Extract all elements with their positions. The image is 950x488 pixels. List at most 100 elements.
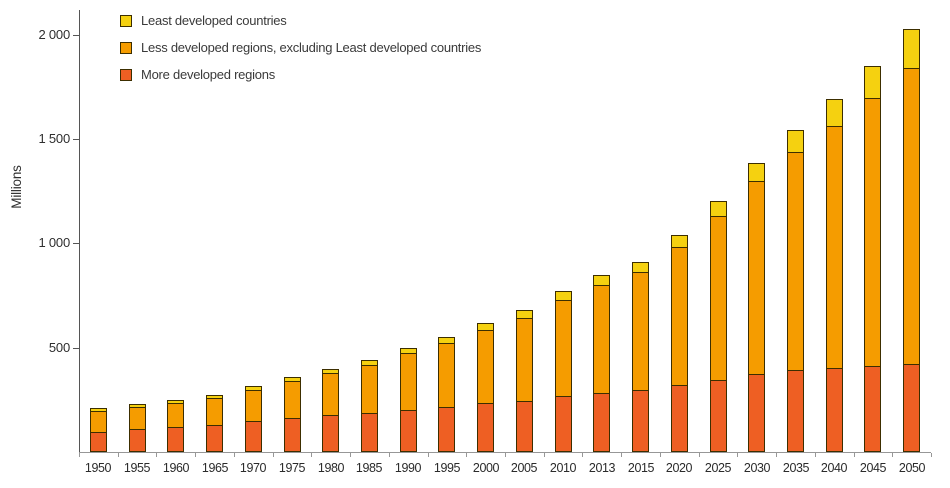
bar-segment-least-developed-countries-2015 [633,263,648,272]
x-tick-label-2030: 2030 [743,461,771,475]
x-tick-label-1955: 1955 [123,461,151,475]
bar-segment-least-developed-countries-2020 [672,236,687,247]
bar-segment-least-developed-countries-1990 [401,349,416,353]
bar-segment-less-developed-regions-excluding-least-developed-countries-1995 [439,343,454,407]
bar-segment-least-developed-countries-2040 [827,100,842,126]
bar-segment-less-developed-regions-excluding-least-developed-countries-2020 [672,247,687,385]
bar-segment-more-developed-regions-1975 [285,418,300,451]
x-tick [544,453,545,457]
bar-1965 [206,395,223,452]
x-tick-label-2035: 2035 [782,461,810,475]
bar-segment-more-developed-regions-1985 [362,413,377,451]
bar-segment-less-developed-regions-excluding-least-developed-countries-2015 [633,272,648,390]
bar-segment-more-developed-regions-2020 [672,385,687,451]
bar-segment-less-developed-regions-excluding-least-developed-countries-1955 [130,407,145,429]
y-tick [73,348,79,349]
bar-1960 [167,400,184,452]
x-tick-label-2015: 2015 [627,461,655,475]
bar-segment-more-developed-regions-1970 [246,421,261,451]
x-tick-label-1995: 1995 [433,461,461,475]
y-tick-label: 500 [48,340,70,355]
x-tick-label-2005: 2005 [510,461,538,475]
bar-2050 [903,29,920,452]
y-tick [73,35,79,36]
bar-segment-least-developed-countries-2005 [517,311,532,318]
bar-2025 [710,201,727,452]
bar-segment-least-developed-countries-1960 [168,401,183,403]
bar-1950 [90,408,107,452]
bar-segment-less-developed-regions-excluding-least-developed-countries-1965 [207,398,222,425]
legend-swatch-icon [120,14,132,27]
x-tick-label-1950: 1950 [84,461,112,475]
bar-segment-less-developed-regions-excluding-least-developed-countries-2013 [594,285,609,393]
bar-segment-less-developed-regions-excluding-least-developed-countries-2025 [711,216,726,380]
bar-segment-least-developed-countries-1955 [130,405,145,407]
bar-segment-least-developed-countries-1980 [323,370,338,373]
x-tick [621,453,622,457]
bar-1980 [322,369,339,452]
x-tick [389,453,390,457]
bar-segment-less-developed-regions-excluding-least-developed-countries-1950 [91,411,106,432]
bar-2010 [555,291,572,452]
bar-1990 [400,348,417,452]
bar-segment-least-developed-countries-1975 [285,378,300,381]
bar-segment-more-developed-regions-1980 [323,415,338,451]
x-tick-label-2000: 2000 [472,461,500,475]
x-tick-label-2020: 2020 [665,461,693,475]
bar-segment-less-developed-regions-excluding-least-developed-countries-1980 [323,373,338,415]
bar-segment-less-developed-regions-excluding-least-developed-countries-2045 [865,98,880,366]
x-tick [350,453,351,457]
x-tick [699,453,700,457]
bar-1975 [284,377,301,452]
bar-1970 [245,386,262,452]
bar-2030 [748,163,765,452]
bar-segment-more-developed-regions-2030 [749,374,764,451]
bar-segment-more-developed-regions-2005 [517,401,532,451]
bar-segment-less-developed-regions-excluding-least-developed-countries-1990 [401,353,416,410]
x-tick [234,453,235,457]
legend-swatch-icon [120,41,132,54]
x-tick-label-1980: 1980 [317,461,345,475]
bar-segment-less-developed-regions-excluding-least-developed-countries-2035 [788,152,803,370]
bar-segment-least-developed-countries-2035 [788,131,803,152]
bar-segment-more-developed-regions-1990 [401,410,416,451]
bar-2000 [477,323,494,452]
bar-2013 [593,275,610,452]
bar-segment-least-developed-countries-1965 [207,396,222,398]
x-tick [582,453,583,457]
x-tick [854,453,855,457]
bar-2035 [787,130,804,452]
bar-1955 [129,404,146,452]
bar-segment-less-developed-regions-excluding-least-developed-countries-2000 [478,330,493,403]
bar-segment-least-developed-countries-2010 [556,292,571,300]
x-tick-label-2025: 2025 [704,461,732,475]
bar-segment-less-developed-regions-excluding-least-developed-countries-2005 [517,318,532,401]
bar-segment-least-developed-countries-2030 [749,164,764,181]
bar-segment-less-developed-regions-excluding-least-developed-countries-1985 [362,365,377,413]
x-tick [156,453,157,457]
bar-segment-least-developed-countries-2025 [711,202,726,216]
bar-segment-less-developed-regions-excluding-least-developed-countries-2050 [904,68,919,364]
bar-segment-more-developed-regions-1955 [130,429,145,451]
y-tick-label: 1 500 [38,131,70,146]
y-tick-label: 2 000 [38,27,70,42]
x-tick [118,453,119,457]
legend-label: Least developed countries [141,13,287,28]
x-tick [505,453,506,457]
x-tick [815,453,816,457]
x-tick-label-2045: 2045 [859,461,887,475]
bar-segment-more-developed-regions-2025 [711,380,726,451]
bar-segment-least-developed-countries-1995 [439,338,454,343]
legend-item-least-developed-countries: Least developed countries [120,11,481,30]
x-tick [776,453,777,457]
bar-segment-least-developed-countries-1950 [91,409,106,411]
bar-segment-more-developed-regions-2050 [904,364,919,451]
bar-segment-more-developed-regions-2000 [478,403,493,451]
y-tick [73,139,79,140]
bar-1985 [361,360,378,452]
y-tick [73,243,79,244]
bar-segment-less-developed-regions-excluding-least-developed-countries-1970 [246,390,261,421]
x-tick [428,453,429,457]
x-tick [311,453,312,457]
